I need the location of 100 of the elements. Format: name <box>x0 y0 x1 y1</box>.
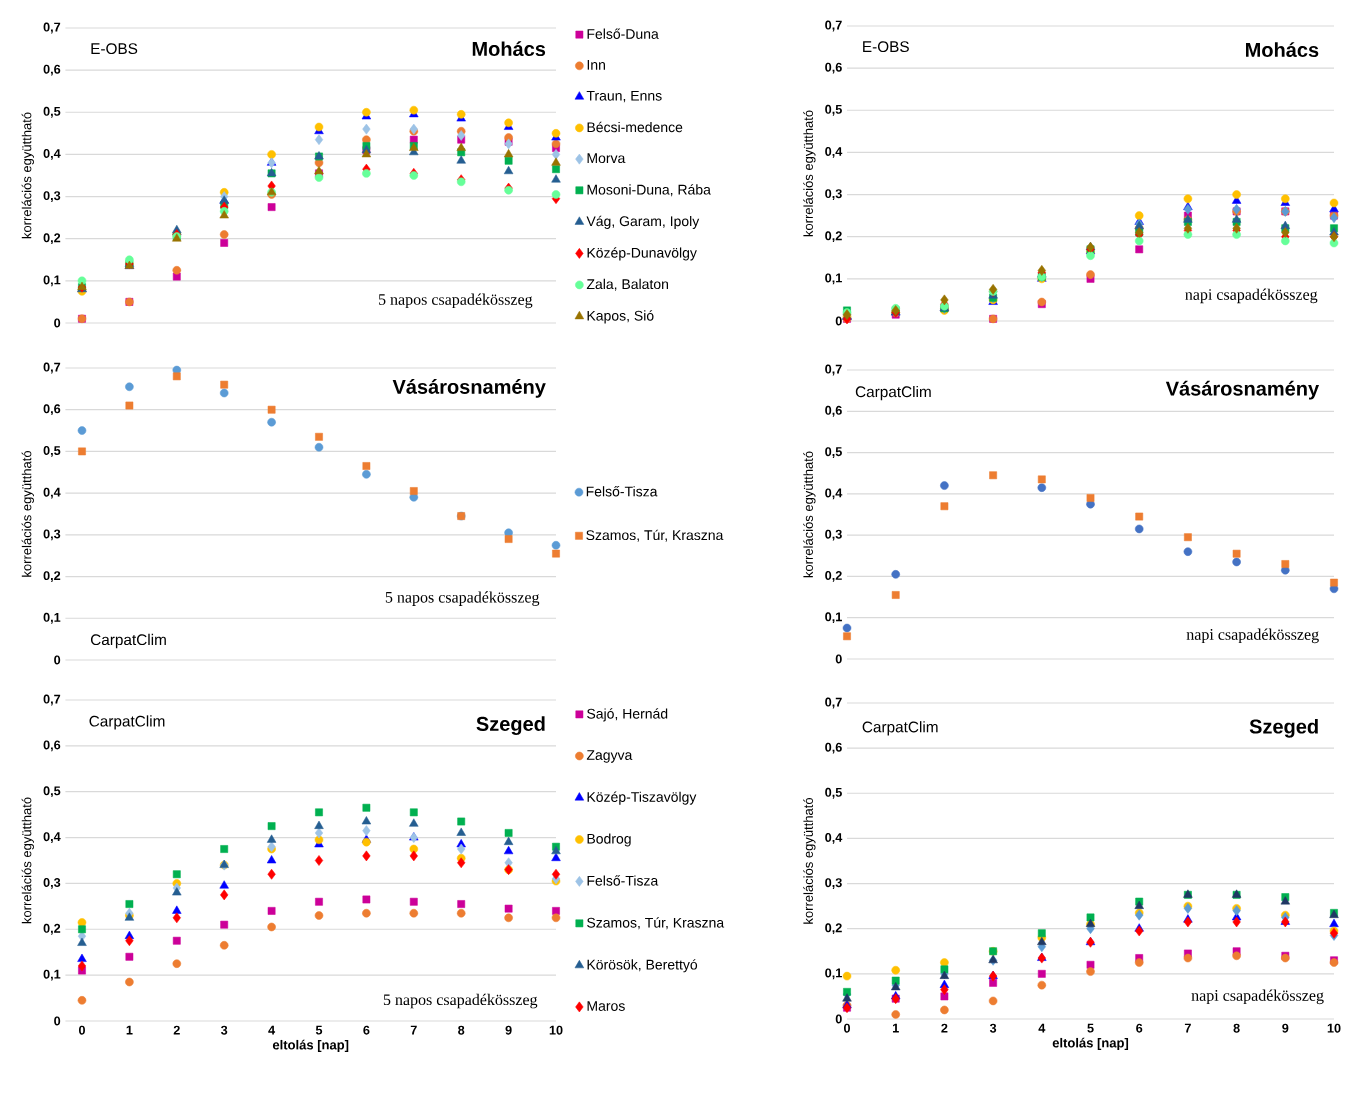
y-tick-label: 0,1 <box>825 612 842 624</box>
y-tick-label: 0,2 <box>825 923 842 935</box>
y-tick-label: 0,1 <box>825 968 842 980</box>
y-tick-label: 0 <box>54 318 61 328</box>
y-tick-label: 0,7 <box>43 22 61 34</box>
y-tick-label: 0,7 <box>825 20 842 32</box>
y-tick-label: 0,1 <box>43 612 61 624</box>
annotation: 5 napos csapadékösszeg <box>385 591 540 606</box>
y-tick-label: 0,7 <box>825 697 842 709</box>
x-tick-label: 10 <box>1327 1023 1341 1033</box>
x-tick-label: 2 <box>173 1025 180 1035</box>
text: Mohács <box>472 41 546 57</box>
x-tick-label: 4 <box>1038 1023 1046 1033</box>
y-tick-label: 0,5 <box>825 447 842 458</box>
y-tick-label: 0,2 <box>825 571 842 582</box>
x-tick-label: 5 <box>315 1025 323 1035</box>
legend-label: Traun, Enns <box>586 90 662 103</box>
legend-label: Bodrog <box>587 833 631 847</box>
y-tick-label: 0 <box>54 655 61 665</box>
legend-label: Szamos, Túr, Kraszna <box>586 529 724 542</box>
y-tick-label: 0,7 <box>43 694 61 706</box>
x-tick-label: 6 <box>1136 1023 1143 1033</box>
y-tick-label: 0,2 <box>825 231 842 243</box>
legend-label: Mosoni-Duna, Rába <box>587 184 711 197</box>
y-tick-label: 0,2 <box>43 923 61 935</box>
y-tick-label: 0,6 <box>825 742 842 754</box>
y-tick-label: 0,3 <box>825 878 842 889</box>
x-tick-label: 4 <box>268 1025 276 1035</box>
x-tick-label: 3 <box>989 1023 997 1033</box>
annotation: napi csapadékösszeg <box>1186 628 1319 644</box>
text: Vásárosnamény <box>1165 380 1320 400</box>
x-tick-label: 7 <box>410 1025 417 1035</box>
legend-label: Sajó, Hernád <box>587 708 668 722</box>
annotation: 5 napos csapadékösszeg <box>378 293 533 309</box>
annotation: CarpatClim <box>90 633 166 649</box>
x-tick-label: 9 <box>1282 1023 1289 1033</box>
y-axis-title: korrelációs együttható <box>803 797 816 924</box>
legend-label: Kapos, Sió <box>587 310 654 324</box>
annotation: CarpatClim <box>862 721 938 736</box>
x-tick-label: 0 <box>843 1023 851 1033</box>
y-tick-label: 0,3 <box>43 529 61 541</box>
legend-label: Szamos, Túr, Kraszna <box>587 917 725 930</box>
legend-label: Zagyva <box>586 750 633 763</box>
y-axis-title: korrelációs együttható <box>803 110 816 237</box>
y-tick-label: 0,7 <box>43 362 61 374</box>
x-tick-label: 1 <box>126 1025 133 1035</box>
y-tick-label: 0,5 <box>43 106 61 118</box>
x-tick-label: 2 <box>941 1023 948 1033</box>
x-axis-title: eltolás [nap] <box>1052 1037 1129 1051</box>
y-tick-label: 0 <box>835 654 842 664</box>
legend-label: Felső-Tisza <box>586 486 658 497</box>
y-tick-label: 0,7 <box>825 364 842 376</box>
y-tick-label: 0,4 <box>825 147 843 158</box>
y-tick-label: 0,1 <box>43 969 61 981</box>
annotation: E-OBS <box>863 41 909 53</box>
y-tick-label: 0,4 <box>43 149 61 160</box>
y-tick-label: 0,1 <box>825 273 842 285</box>
y-tick-label: 0,6 <box>43 64 61 76</box>
annotation: E-OBS <box>91 43 138 55</box>
annotation: napi csapadékösszeg <box>1191 989 1324 1005</box>
annotation: CarpatClim <box>855 385 931 401</box>
y-tick-label: 0,6 <box>825 405 842 417</box>
y-tick-label: 0,2 <box>43 233 61 245</box>
annotation: 5 napos csapadékösszeg <box>383 993 538 1009</box>
x-tick-label: 7 <box>1184 1023 1191 1033</box>
y-axis-title: korrelációs együttható <box>21 112 34 239</box>
legend-label: Felső-Tisza <box>587 875 659 886</box>
legend-label: Közép-Tiszavölgy <box>587 791 697 805</box>
y-tick-label: 0,4 <box>825 488 843 500</box>
y-tick-label: 0,3 <box>825 529 842 541</box>
legend-label: Zala, Balaton <box>586 278 668 291</box>
y-tick-label: 0,5 <box>825 104 842 116</box>
y-tick-label: 0,6 <box>43 740 61 752</box>
legend-label: Felső-Duna <box>587 28 659 39</box>
y-tick-label: 0 <box>54 1016 61 1026</box>
legend-label: Morva <box>587 153 626 164</box>
y-tick-label: 0,6 <box>825 62 842 74</box>
text: Szeged <box>476 716 545 736</box>
x-tick-label: 6 <box>363 1025 370 1035</box>
x-tick-label: 10 <box>549 1025 563 1035</box>
legend-label: Körösök, Berettyó <box>587 959 698 973</box>
y-tick-label: 0,4 <box>825 833 843 844</box>
y-tick-label: 0,5 <box>825 787 842 799</box>
x-tick-label: 3 <box>220 1025 228 1035</box>
text: Mohács <box>1246 42 1319 58</box>
y-axis-title: korrelációs együttható <box>21 797 34 924</box>
y-axis-title: korrelációs együttható <box>21 450 34 577</box>
y-tick-label: 0,3 <box>825 189 842 200</box>
legend-label: Inn <box>587 60 605 70</box>
legend-label: Közép-Dunavölgy <box>587 247 697 261</box>
y-tick-label: 0,3 <box>43 878 61 889</box>
annotation: CarpatClim <box>89 715 165 730</box>
legend-label: Maros <box>587 1001 625 1011</box>
y-axis-title: korrelációs együttható <box>803 451 816 578</box>
y-tick-label: 0,1 <box>43 275 61 287</box>
y-tick-label: 0,4 <box>43 487 61 499</box>
text: Vásárosnamény <box>392 379 546 398</box>
x-tick-label: 1 <box>892 1023 899 1033</box>
y-tick-label: 0,6 <box>43 404 61 416</box>
y-tick-label: 0 <box>835 316 842 326</box>
